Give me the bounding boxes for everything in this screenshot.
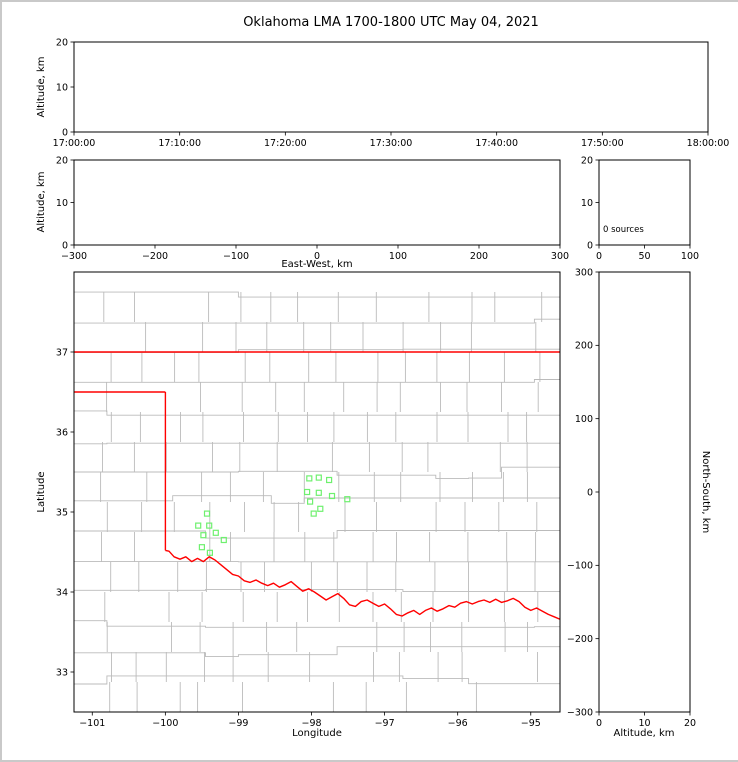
station-marker-icon bbox=[315, 489, 322, 496]
ns_height-tick-labels: 0 10 20 −300 −200 −100 0 100 200 300 bbox=[567, 267, 696, 729]
station-marker-icon bbox=[344, 496, 351, 503]
svg-text:0: 0 bbox=[587, 240, 593, 251]
time_height-ticks bbox=[70, 41, 709, 136]
svg-text:37: 37 bbox=[56, 347, 68, 358]
station-marker-icon bbox=[328, 492, 336, 500]
time-height-y-axis-label: Altitude, km bbox=[36, 56, 47, 118]
plan_view-tick-labels: −101 −100 −99 −98 −97 −96 −95 33 34 35 36 37 bbox=[56, 347, 541, 729]
svg-text:10: 10 bbox=[581, 198, 593, 209]
svg-text:34: 34 bbox=[56, 587, 68, 598]
svg-text:10: 10 bbox=[56, 82, 68, 93]
svg-text:10: 10 bbox=[56, 198, 68, 209]
station-marker-icon bbox=[206, 549, 213, 556]
svg-text:17:10:00: 17:10:00 bbox=[158, 138, 201, 149]
ns-height-y-axis-label: North-South, km bbox=[700, 450, 711, 534]
ns_height-ticks bbox=[595, 271, 691, 716]
svg-text:17:00:00: 17:00:00 bbox=[53, 138, 96, 149]
svg-text:18:00:00: 18:00:00 bbox=[687, 138, 730, 149]
svg-text:50: 50 bbox=[638, 251, 650, 262]
ns_height-panel bbox=[599, 272, 690, 712]
altitude_histogram-ticks bbox=[595, 159, 691, 249]
station-marker-icon bbox=[198, 544, 205, 551]
state-border bbox=[74, 351, 560, 620]
svg-text:20: 20 bbox=[56, 155, 68, 166]
station-marker-icon bbox=[212, 529, 219, 536]
station-marker-icon bbox=[304, 488, 311, 496]
svg-text:0: 0 bbox=[62, 240, 68, 251]
time_height-panel bbox=[74, 42, 708, 132]
svg-text:−300: −300 bbox=[61, 251, 87, 262]
station-marker-icon bbox=[315, 474, 322, 481]
svg-text:300: 300 bbox=[551, 251, 569, 262]
svg-text:100: 100 bbox=[681, 251, 699, 262]
station-marker-icon bbox=[310, 510, 317, 517]
svg-text:−100: −100 bbox=[567, 561, 593, 572]
svg-text:0: 0 bbox=[62, 127, 68, 138]
station-marker-icon bbox=[326, 476, 333, 484]
ew_height-ticks bbox=[70, 159, 561, 249]
svg-text:36: 36 bbox=[56, 427, 68, 438]
svg-text:17:50:00: 17:50:00 bbox=[581, 138, 624, 149]
svg-text:−99: −99 bbox=[228, 718, 248, 729]
svg-text:33: 33 bbox=[56, 667, 68, 678]
svg-text:200: 200 bbox=[575, 341, 593, 352]
map-y-axis-label: Latitude bbox=[36, 471, 47, 513]
svg-text:−96: −96 bbox=[448, 718, 468, 729]
svg-text:100: 100 bbox=[389, 251, 407, 262]
svg-text:−100: −100 bbox=[152, 718, 178, 729]
ns-height-x-axis-label: Altitude, km bbox=[613, 728, 675, 739]
svg-text:−101: −101 bbox=[79, 718, 105, 729]
station-marker-icon bbox=[200, 532, 207, 539]
svg-text:0: 0 bbox=[596, 718, 602, 729]
ew-height-x-axis-label: East-West, km bbox=[281, 259, 353, 270]
plan_view-frame bbox=[73, 271, 561, 713]
source-count-annotation: 0 sources bbox=[603, 225, 644, 235]
plan_view-panel bbox=[74, 272, 560, 712]
station-marker-icon bbox=[306, 475, 313, 482]
svg-text:−200: −200 bbox=[567, 634, 593, 645]
svg-text:−100: −100 bbox=[223, 251, 249, 262]
ew_height-tick-labels: −300 −200 −100 0 100 200 300 0 10 20 bbox=[56, 155, 569, 262]
svg-text:20: 20 bbox=[56, 37, 68, 48]
svg-text:−95: −95 bbox=[521, 718, 541, 729]
svg-text:300: 300 bbox=[575, 267, 593, 278]
svg-text:0: 0 bbox=[587, 487, 593, 498]
svg-text:0: 0 bbox=[596, 251, 602, 262]
ew-height-y-axis-label: Altitude, km bbox=[36, 171, 47, 233]
svg-text:0: 0 bbox=[314, 251, 320, 262]
station-marker-icon bbox=[206, 522, 213, 529]
svg-text:17:20:00: 17:20:00 bbox=[264, 138, 307, 149]
time_height-tick-labels: 17:00:00 17:10:00 17:20:00 17:30:00 17:40:00… bbox=[53, 37, 730, 149]
map-layers bbox=[74, 291, 560, 712]
ew_height-panel bbox=[74, 160, 560, 245]
svg-text:100: 100 bbox=[575, 414, 593, 425]
svg-text:−300: −300 bbox=[567, 707, 593, 718]
plan_view-ticks bbox=[70, 351, 532, 716]
svg-text:20: 20 bbox=[581, 155, 593, 166]
map-x-axis-label: Longitude bbox=[292, 728, 342, 739]
svg-text:17:30:00: 17:30:00 bbox=[370, 138, 413, 149]
svg-text:17:40:00: 17:40:00 bbox=[475, 138, 518, 149]
station-marker-icon bbox=[203, 510, 211, 517]
altitude_histogram-tick-labels: 0 50 100 0 10 20 bbox=[581, 155, 699, 262]
station-marker-icon bbox=[317, 505, 324, 512]
svg-text:−200: −200 bbox=[142, 251, 168, 262]
svg-text:35: 35 bbox=[56, 507, 68, 518]
svg-text:10: 10 bbox=[638, 718, 650, 729]
station-marker-icon bbox=[195, 522, 202, 529]
altitude_histogram-panel bbox=[599, 160, 690, 245]
figure-title: Oklahoma LMA 1700-1800 UTC May 04, 2021 bbox=[243, 15, 539, 30]
svg-text:−98: −98 bbox=[301, 718, 321, 729]
station-marker-icon bbox=[307, 498, 314, 505]
lma-station-markers bbox=[195, 474, 351, 556]
station-marker-icon bbox=[220, 536, 227, 544]
svg-text:200: 200 bbox=[470, 251, 488, 262]
svg-text:20: 20 bbox=[684, 718, 696, 729]
county-boundaries bbox=[74, 291, 560, 712]
svg-text:−97: −97 bbox=[375, 718, 395, 729]
